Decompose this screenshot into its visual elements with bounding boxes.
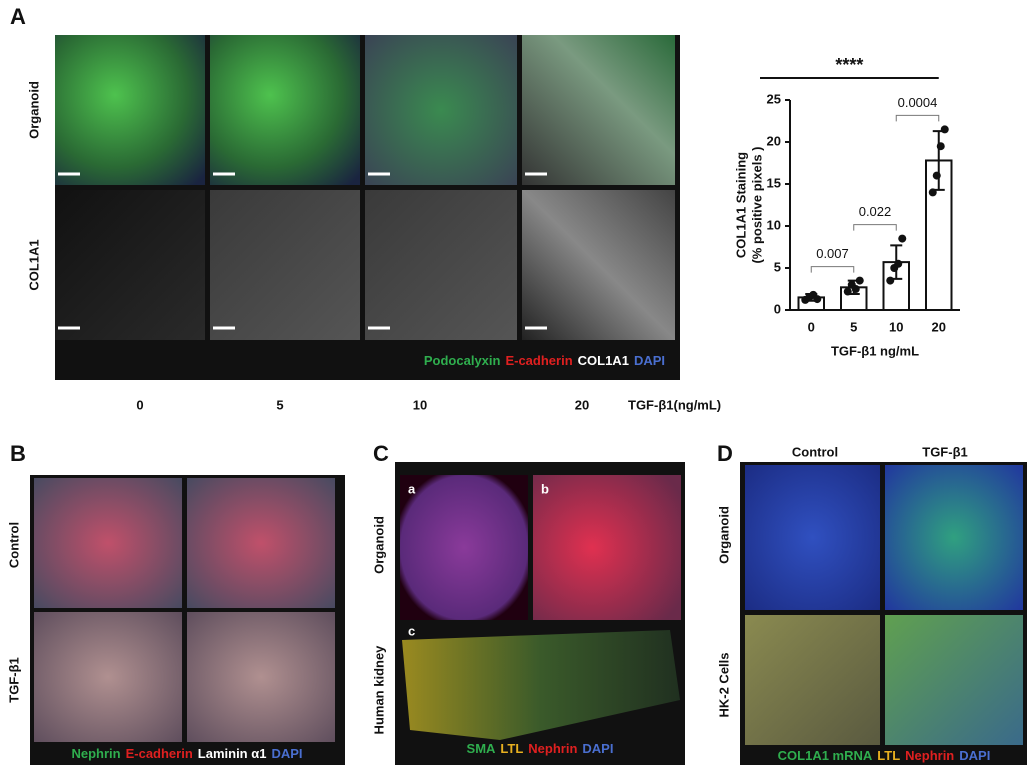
legend-entry: DAPI xyxy=(634,353,665,368)
legend-entry: Nephrin xyxy=(528,741,577,756)
y-tick-label: 5 xyxy=(774,259,781,274)
x-tick-label: 10 xyxy=(889,319,903,334)
image-tile xyxy=(885,615,1023,745)
legend-entry: COL1A1 xyxy=(578,353,629,368)
legend-entry: Nephrin xyxy=(905,748,954,763)
significance: **** xyxy=(835,55,863,75)
tile-label: b xyxy=(541,481,549,496)
data-point xyxy=(813,295,822,304)
data-point xyxy=(894,259,903,268)
image-tile xyxy=(522,190,675,340)
dose-label: 0 xyxy=(136,397,143,412)
image-tile xyxy=(187,478,335,608)
image-tile xyxy=(55,190,205,340)
image-tile xyxy=(745,465,880,610)
scale-bars xyxy=(58,172,547,330)
x-axis-label: TGF-β1 ng/mL xyxy=(831,343,919,358)
data-point xyxy=(898,234,907,243)
image-tile xyxy=(34,478,182,608)
comparison-bracket xyxy=(895,114,940,122)
row-label: COL1A1 xyxy=(26,239,41,290)
data-point xyxy=(932,171,941,180)
legend-entry: DAPI xyxy=(582,741,613,756)
legend-entry: DAPI xyxy=(959,748,990,763)
column-label: Control xyxy=(792,444,838,459)
row-label: Human kidney xyxy=(371,645,386,735)
p-value: 0.007 xyxy=(816,246,849,261)
row-label: Organoid xyxy=(716,506,731,564)
image-tile xyxy=(210,35,360,185)
image-tile xyxy=(187,612,335,742)
legend: Podocalyxin E-cadherin COL1A1 DAPI xyxy=(424,353,665,368)
image-tile xyxy=(400,475,528,620)
y-tick-label: 25 xyxy=(767,91,781,106)
x-tick-label: 0 xyxy=(808,319,815,334)
tile-label: a xyxy=(408,481,416,496)
image-tile xyxy=(745,615,880,745)
legend-entry: Nephrin xyxy=(71,746,120,761)
legend-entry: LTL xyxy=(877,748,900,763)
image-tile xyxy=(55,35,205,185)
legend: COL1A1 mRNA LTL Nephrin DAPI xyxy=(778,748,991,763)
row-label: Control xyxy=(6,522,21,568)
legend-entry: E-cadherin xyxy=(505,353,572,368)
image-tile xyxy=(210,190,360,340)
legend-entry: DAPI xyxy=(271,746,302,761)
panel-label: D xyxy=(717,441,733,466)
data-point xyxy=(843,287,852,296)
comparison-bracket xyxy=(810,266,855,273)
legend-entry: Podocalyxin xyxy=(424,353,501,368)
row-label: Organoid xyxy=(371,516,386,574)
row-label: TGF-β1 xyxy=(6,657,21,703)
column-label: TGF-β1 xyxy=(922,444,968,459)
p-value: 0.022 xyxy=(859,204,892,219)
image-tile xyxy=(522,35,675,185)
image-tile xyxy=(34,612,182,742)
dose-label: 20 xyxy=(575,397,589,412)
comparison-bracket xyxy=(853,224,897,231)
tile-label: c xyxy=(408,623,415,638)
x-tick-label: 20 xyxy=(932,319,946,334)
data-point xyxy=(936,142,945,151)
y-axis-label: (% positive pixels ) xyxy=(749,146,764,263)
image-tile xyxy=(533,475,681,620)
y-tick-label: 0 xyxy=(774,301,781,316)
legend-entry: COL1A1 mRNA xyxy=(778,748,873,763)
data-point xyxy=(851,285,860,293)
data-point xyxy=(940,125,949,134)
image-tile xyxy=(885,465,1023,610)
image-tile xyxy=(365,190,517,340)
data-point xyxy=(928,188,937,197)
legend-entry: Laminin α1 xyxy=(198,746,267,761)
y-tick-label: 10 xyxy=(767,217,781,232)
p-value: 0.0004 xyxy=(898,95,938,110)
y-tick-label: 15 xyxy=(767,175,781,190)
legend-entry: LTL xyxy=(500,741,523,756)
image-tile xyxy=(402,630,680,740)
legend: Nephrin E-cadherin Laminin α1 DAPI xyxy=(71,746,302,761)
data-point xyxy=(855,276,864,285)
panel-label: A xyxy=(10,4,26,29)
dose-label: 5 xyxy=(276,397,283,412)
y-axis-label: COL1A1 Staining xyxy=(733,152,748,258)
legend-entry: SMA xyxy=(467,741,497,756)
legend-entry: E-cadherin xyxy=(126,746,193,761)
panel-label: B xyxy=(10,441,26,466)
image-tile xyxy=(365,35,517,185)
dose-axis-label: TGF-β1(ng/mL) xyxy=(628,397,721,412)
x-tick-label: 5 xyxy=(850,319,857,334)
dose-label: 10 xyxy=(413,397,427,412)
row-label: Organoid xyxy=(26,81,41,139)
data-point xyxy=(886,276,895,285)
row-label: HK-2 Cells xyxy=(716,652,731,717)
legend: SMA LTL Nephrin DAPI xyxy=(467,741,614,756)
panel-label: C xyxy=(373,441,389,466)
y-tick-label: 20 xyxy=(767,133,781,148)
